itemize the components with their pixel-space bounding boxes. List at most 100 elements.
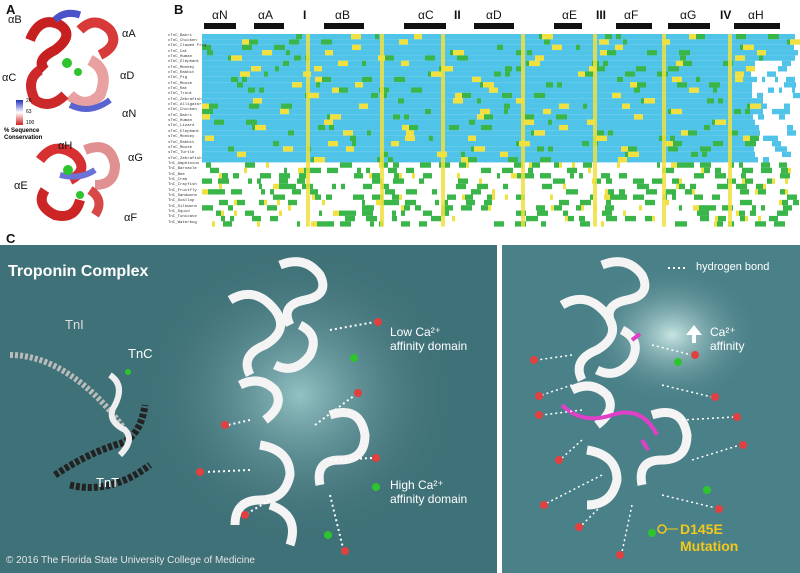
alignment-cell — [362, 210, 373, 216]
alignment-cell — [522, 44, 533, 51]
alignment-cell — [616, 141, 620, 147]
alignment-cell — [679, 87, 686, 93]
alignment-cell — [642, 44, 645, 51]
alignment-cell — [586, 108, 594, 115]
alignment-cell — [316, 82, 320, 88]
alignment-cell — [208, 157, 213, 163]
alignment-cell — [296, 34, 302, 40]
alignment-cell — [377, 151, 382, 158]
alignment-cell — [488, 146, 491, 152]
alignment-cell — [443, 119, 448, 125]
alignment-cell — [567, 167, 577, 174]
alignment-cell — [388, 151, 392, 158]
alignment-cell — [728, 130, 738, 136]
alignment-cell — [341, 50, 347, 56]
alignment-cell — [578, 71, 585, 77]
alignment-cell — [761, 103, 764, 109]
alignment-cell — [354, 71, 363, 77]
alignment-cell — [542, 44, 549, 51]
alignment-cell — [279, 183, 286, 190]
alignment-cell — [338, 55, 341, 61]
alignment-cell — [385, 50, 393, 56]
alignment-cell — [599, 151, 610, 158]
alignment-cell — [749, 119, 755, 125]
alignment-cell — [262, 130, 267, 136]
alignment-cell — [348, 92, 359, 99]
alignment-cell — [639, 60, 648, 67]
alignment-cell — [513, 98, 516, 104]
alignment-cell — [714, 44, 725, 51]
alignment-cell — [679, 34, 689, 40]
alignment-cell — [710, 130, 716, 136]
alignment-cell — [424, 66, 434, 72]
alignment-cell — [246, 119, 257, 125]
alignment-cell — [669, 124, 672, 131]
alignment-cell — [202, 66, 206, 72]
alignment-cell — [576, 87, 582, 93]
alignment-cell — [513, 87, 521, 93]
alignment-cell — [653, 76, 662, 83]
alignment-cell — [769, 215, 778, 222]
alignment-cell — [558, 130, 568, 136]
alignment-cell — [528, 71, 532, 77]
alignment-cell — [385, 55, 394, 61]
alignment-cell — [756, 124, 759, 131]
alignment-cell — [620, 135, 630, 141]
alignment-cell — [344, 114, 347, 120]
alignment-cell — [222, 173, 228, 179]
alignment-cell — [781, 108, 790, 115]
alignment-cell — [700, 215, 709, 222]
alignment-cell — [253, 98, 262, 104]
alignment-cell — [405, 76, 409, 83]
alignment-cell — [273, 130, 283, 136]
panel-b-label: B — [174, 2, 184, 17]
alignment-cell — [417, 55, 425, 61]
alignment-cell — [202, 135, 205, 141]
sequence-name: sTnC_Bakri — [168, 113, 193, 118]
alignment-cell — [243, 82, 247, 88]
alignment-cell — [250, 98, 253, 104]
alignment-cell — [465, 71, 471, 77]
alignment-cell — [637, 178, 644, 184]
alignment-cell — [465, 151, 471, 158]
alignment-cell — [674, 162, 677, 168]
alignment-cell — [570, 173, 574, 179]
alignment-cell — [299, 98, 304, 104]
alignment-cell — [565, 76, 571, 83]
alignment-cell — [717, 221, 723, 227]
alignment-cell — [422, 34, 430, 40]
alignment-cell — [610, 135, 613, 141]
alignment-cell — [705, 108, 711, 115]
alignment-cell — [623, 76, 627, 83]
panel-c-troponin-complex: Troponin Complex TnI TnC TnT Low Ca²⁺ af… — [0, 245, 497, 573]
alignment-cell — [585, 76, 591, 83]
alignment-cell — [506, 114, 512, 120]
alignment-cell — [265, 66, 275, 72]
alignment-cell — [736, 183, 747, 190]
alignment-cell — [548, 130, 551, 136]
alignment-cell — [388, 157, 393, 163]
alignment-cell — [623, 39, 627, 45]
alignment-cell — [252, 124, 255, 131]
alignment-cell — [419, 221, 427, 227]
alignment-cell — [705, 55, 716, 61]
helix-label: αF — [124, 212, 138, 224]
mutation-line1: D145E — [680, 521, 723, 537]
alignment-cell — [754, 98, 763, 104]
alignment-cell — [747, 151, 755, 158]
alignment-cell — [285, 44, 289, 51]
alignment-cell — [783, 34, 788, 40]
alignment-cell — [697, 119, 707, 125]
alignment-cell — [589, 66, 596, 72]
alignment-cell — [720, 151, 725, 158]
alignment-cell — [610, 124, 618, 131]
hydrogen-bond-legend: hydrogen bond — [696, 261, 770, 273]
alignment-cell — [245, 210, 254, 216]
alignment-cell — [379, 108, 390, 115]
alignment-cell — [423, 60, 428, 67]
alignment-cell — [610, 114, 620, 120]
alignment-cell — [621, 146, 628, 152]
alignment-cell — [576, 44, 580, 51]
alignment-cell — [207, 92, 210, 99]
alignment-cell — [452, 215, 455, 222]
